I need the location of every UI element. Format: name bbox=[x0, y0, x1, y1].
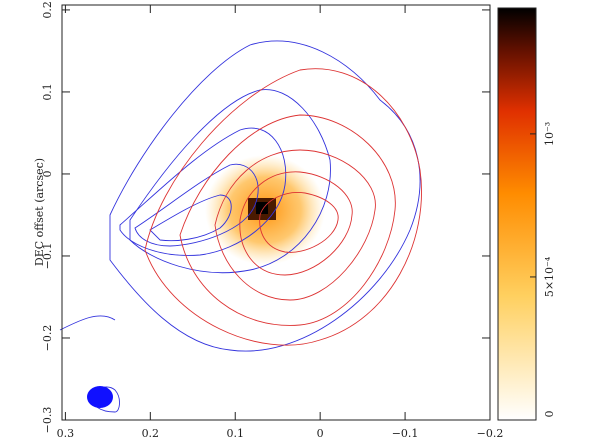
y-tick-label: −0.2 bbox=[41, 325, 54, 352]
x-tick-label: 0.3 bbox=[57, 427, 75, 440]
x-tick-label: 0.2 bbox=[142, 427, 160, 440]
x-tick-label: −0.1 bbox=[392, 427, 419, 440]
x-tick-label: 0 bbox=[317, 427, 324, 440]
x-tick-label: 0.1 bbox=[226, 427, 244, 440]
colorbar-tick-label: 5×10⁻⁴ bbox=[543, 256, 556, 297]
colorbar-tick-label: 10⁻³ bbox=[543, 122, 556, 146]
y-tick-label: 0 bbox=[41, 170, 54, 177]
emission-map bbox=[205, 155, 325, 265]
contours bbox=[59, 40, 422, 413]
beam bbox=[87, 386, 113, 408]
x-tick-label: −0.2 bbox=[477, 427, 504, 440]
y-axis-label: DEC offset (arcsec) bbox=[33, 158, 46, 266]
y-tick-label: −0.3 bbox=[41, 407, 54, 434]
y-tick-label: 0.2 bbox=[41, 1, 54, 19]
y-tick-label: 0.1 bbox=[41, 83, 54, 101]
colorbar-tick-label: 0 bbox=[543, 411, 556, 418]
colorbar bbox=[497, 7, 537, 421]
plot-frame bbox=[61, 4, 491, 421]
y-tick-label: −0.1 bbox=[41, 243, 54, 270]
